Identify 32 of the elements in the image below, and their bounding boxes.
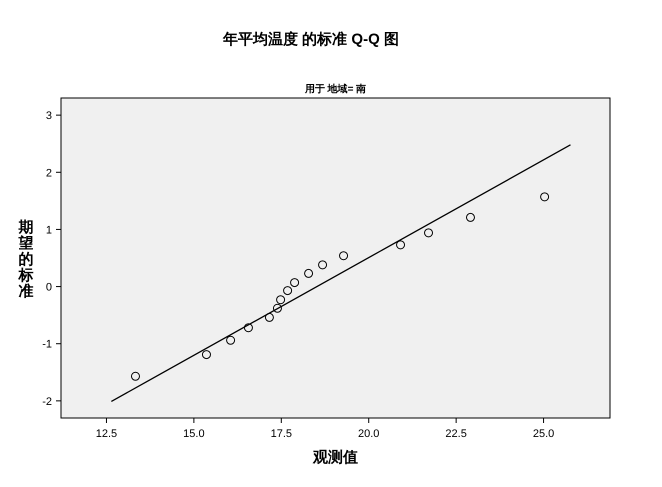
point (244, 323, 253, 332)
point (396, 240, 406, 250)
x-tick-label: 12.5 (96, 428, 118, 440)
x-tick-label: 20.0 (358, 428, 380, 440)
point (318, 260, 328, 270)
point (540, 192, 550, 202)
point (130, 372, 140, 381)
y-tick-label: 0 (46, 282, 52, 294)
x-tick-label: 17.5 (270, 428, 292, 440)
point (304, 268, 314, 278)
point (283, 286, 292, 296)
chart-title: 年平均温度 的标准 Q-Q 图 (222, 30, 399, 48)
x-axis-title: 观测值 (312, 449, 358, 466)
point (466, 212, 475, 222)
x-tick-label: 25.0 (532, 428, 554, 440)
point (276, 295, 286, 304)
point (226, 336, 236, 345)
point (339, 251, 348, 260)
point (290, 278, 300, 288)
point (202, 350, 211, 360)
point (424, 228, 434, 238)
x-tick-label: 22.5 (445, 428, 467, 440)
y-axis-title: 期望的标准 (18, 219, 34, 300)
y-tick-label: 1 (46, 224, 52, 236)
chart-subtitle: 用于 地域= 南 (304, 83, 366, 95)
y-tick-label: -1 (42, 338, 52, 351)
y-tick-label: 3 (46, 110, 52, 122)
y-tick-label: -2 (42, 396, 52, 408)
point (264, 312, 274, 322)
x-tick-label: 15.0 (183, 428, 205, 440)
y-tick-label: 2 (46, 167, 52, 180)
point (272, 304, 282, 313)
